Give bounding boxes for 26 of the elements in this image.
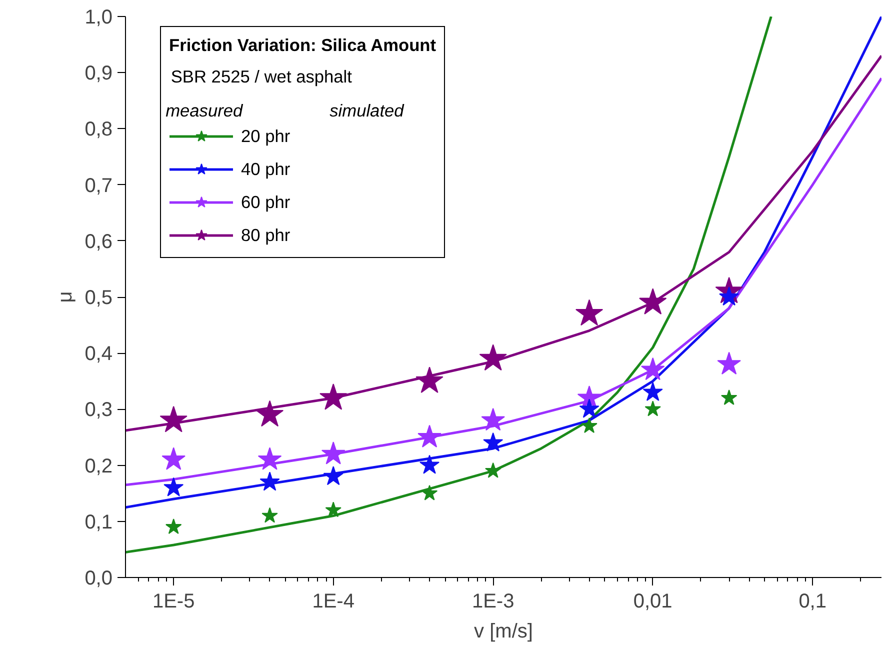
legend-title: Friction Variation: Silica Amount	[169, 35, 436, 56]
x-tick-label: 1E-4	[312, 590, 354, 612]
y-tick-label: 0,7	[84, 174, 113, 197]
annotation: simulated	[330, 100, 406, 121]
annotation: SBR 2525 / wet asphalt	[170, 66, 352, 87]
annotation: measured	[166, 100, 244, 121]
x-tick-label: 1E-5	[152, 590, 195, 612]
x-axis-title: v [m/s]	[474, 620, 533, 642]
y-axis-title: μ	[54, 291, 77, 303]
y-tick-label: 0,2	[84, 455, 113, 478]
legend-label: 80 phr	[241, 224, 290, 247]
y-tick-label: 0,1	[84, 511, 113, 534]
legend-label: 20 phr	[241, 124, 290, 148]
y-tick-label: 0,0	[84, 568, 113, 590]
y-tick-label: 0,4	[84, 343, 113, 366]
y-tick-label: 0,3	[84, 399, 113, 422]
x-tick-label: 0,01	[633, 590, 672, 612]
y-tick-label: 1,0	[84, 6, 113, 28]
y-tick-label: 0,5	[84, 287, 113, 309]
x-tick-label: 0,1	[798, 590, 826, 612]
legend-label: 40 phr	[241, 158, 290, 181]
legend-label: 60 phr	[241, 190, 290, 214]
x-tick-label: 1E-3	[472, 590, 514, 612]
y-tick-label: 0,9	[84, 62, 113, 85]
y-tick-label: 0,6	[84, 230, 113, 253]
y-tick-label: 0,8	[84, 118, 113, 141]
